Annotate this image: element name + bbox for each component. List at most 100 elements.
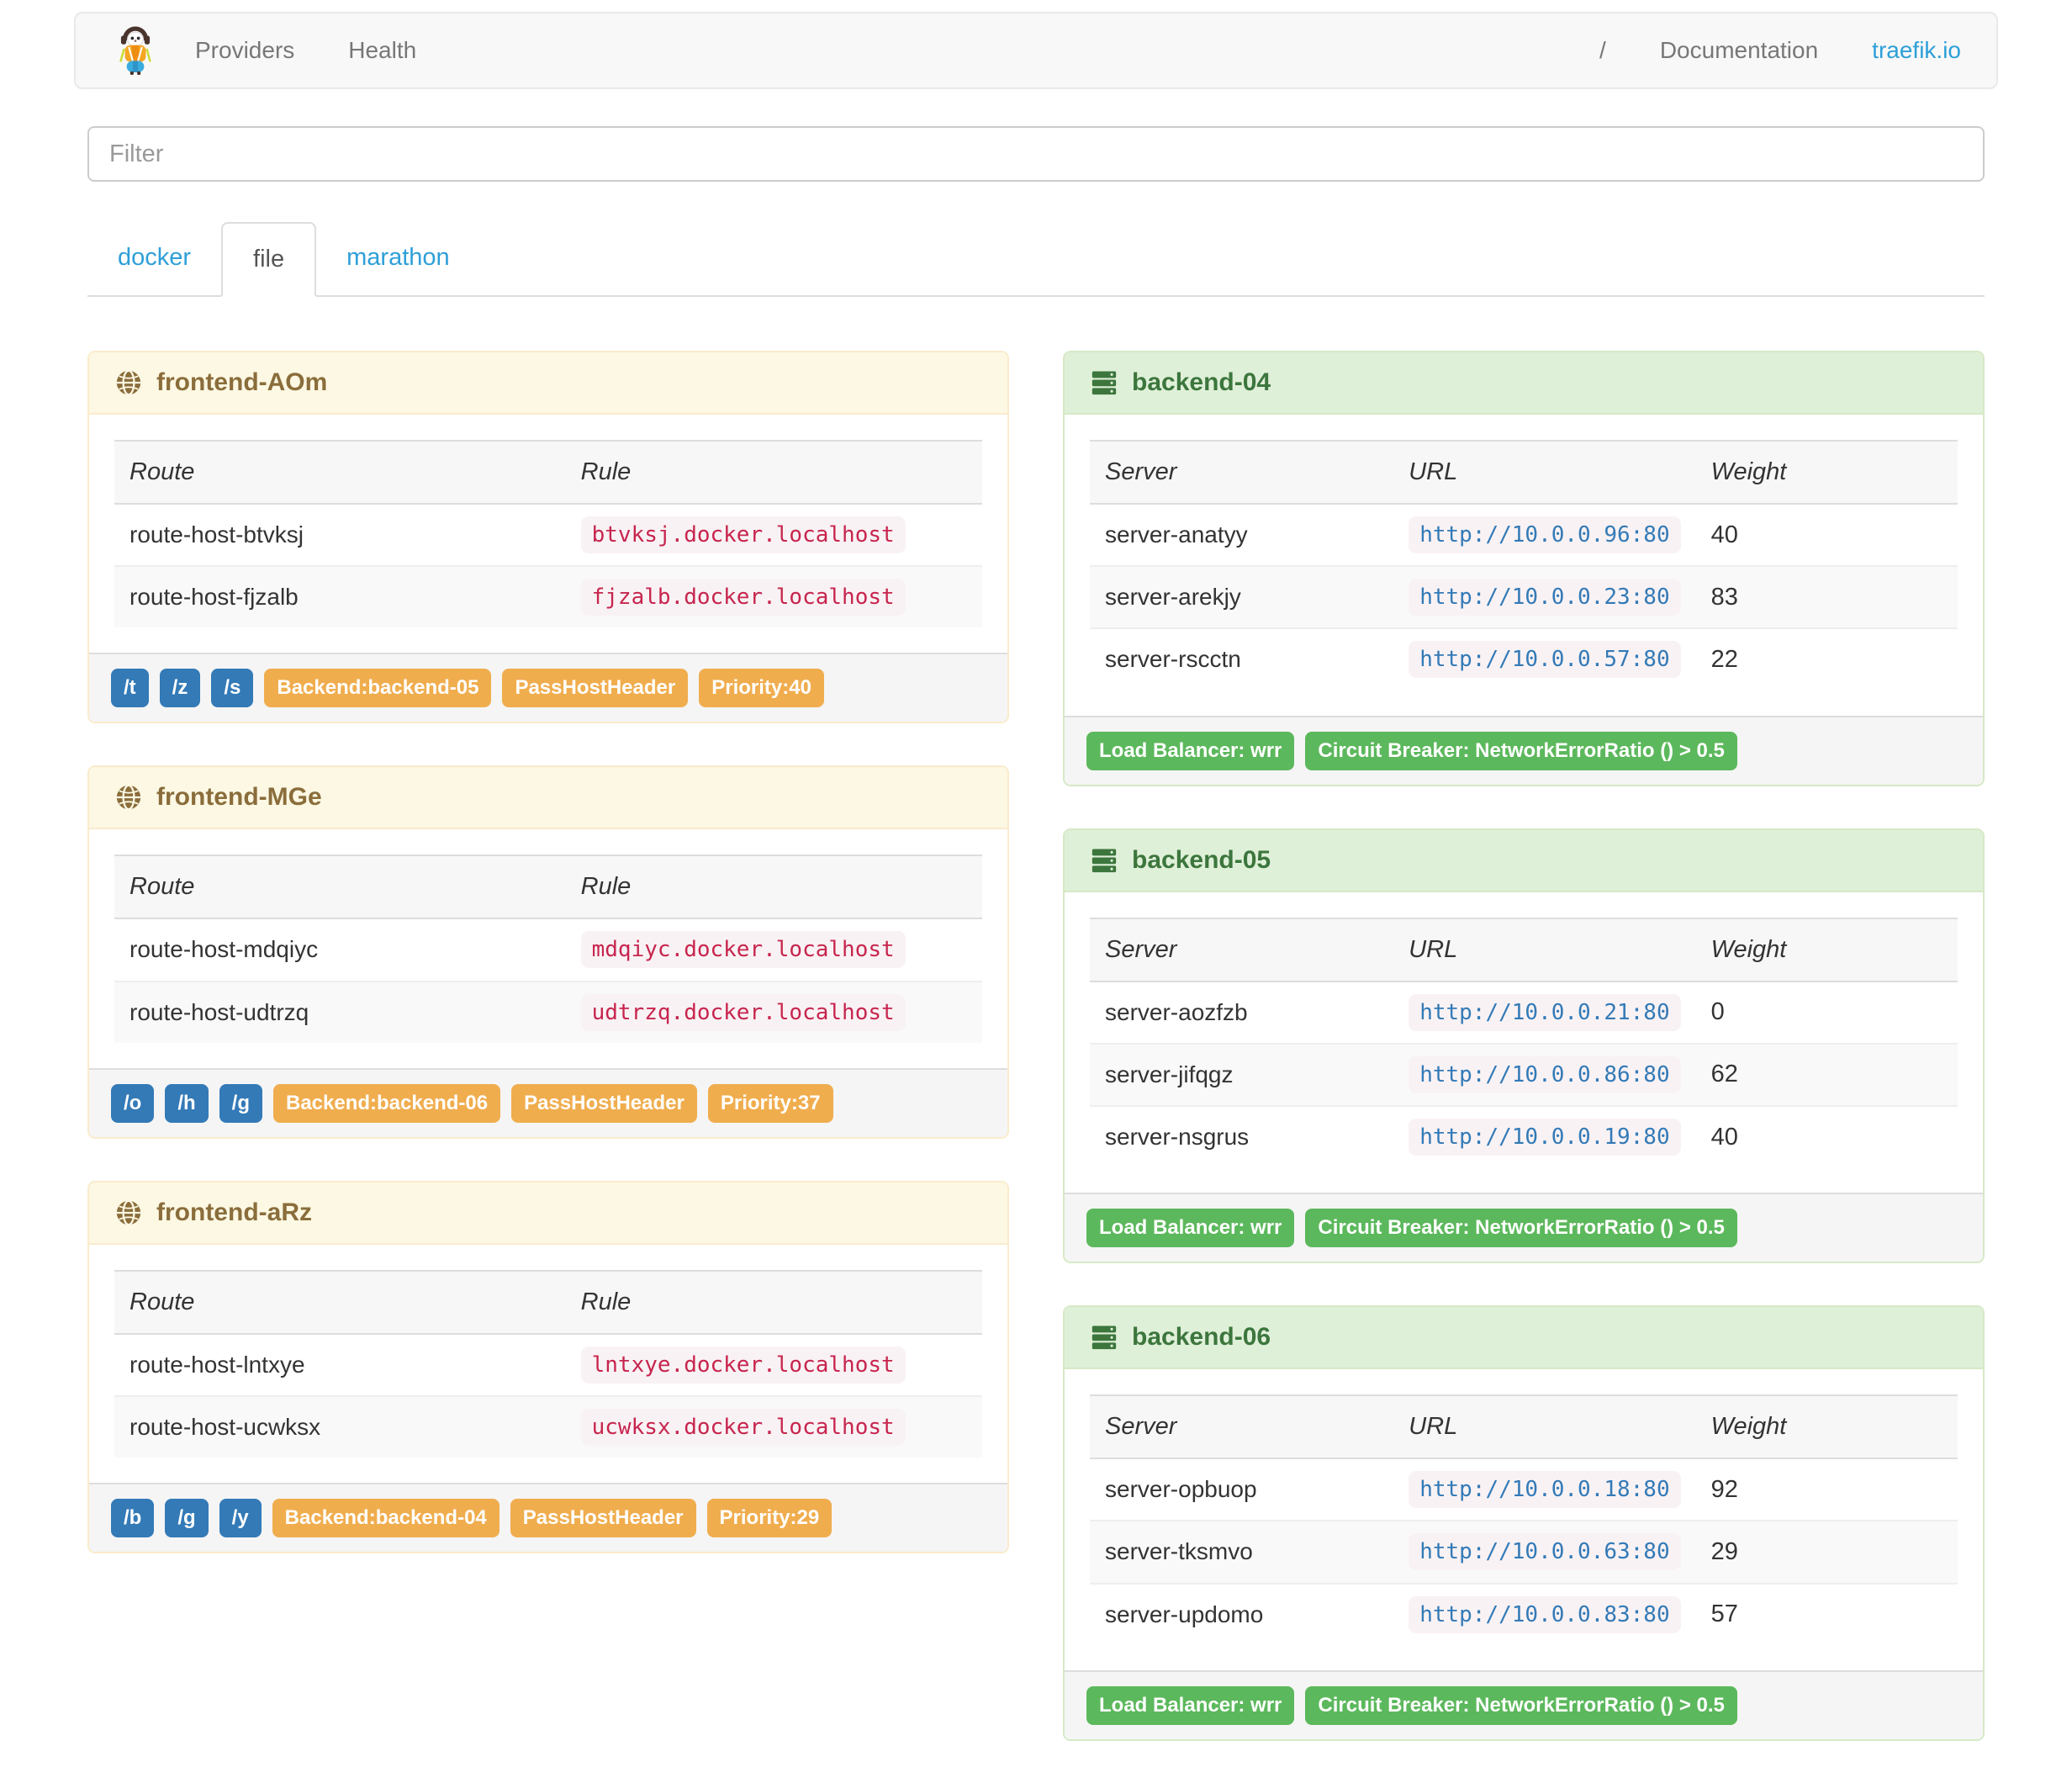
backend-card-footer: Load Balancer: wrr Circuit Breaker: Netwo…	[1065, 1193, 1983, 1262]
backend-card-footer: Load Balancer: wrr Circuit Breaker: Netwo…	[1065, 1669, 1983, 1739]
servers-table: Server URL Weight server-aozfzb http://10…	[1090, 917, 1958, 1168]
frontend-card-header: frontend-AOm	[89, 352, 1007, 415]
server-row: server-nsgrus http://10.0.0.19:80 40	[1090, 1104, 1958, 1168]
globe-icon	[114, 1198, 143, 1227]
frontend-card-header: frontend-aRz	[89, 1182, 1007, 1245]
column-header-server: Server	[1090, 1394, 1394, 1460]
server-name: server-opbuop	[1105, 1476, 1257, 1503]
entrypoint-tag: /h	[165, 1083, 209, 1123]
entrypoint-tag: /b	[111, 1499, 155, 1538]
server-weight: 40	[1710, 1123, 1738, 1151]
frontend-card-body: Route Rule route-host-lntxye lntxye.docke…	[89, 1245, 1007, 1483]
column-header-weight: Weight	[1695, 1394, 1958, 1460]
weight-cell: 40	[1696, 504, 1958, 566]
frontend-setting-tag: Priority:29	[706, 1499, 832, 1538]
tab-docker[interactable]: docker	[87, 222, 221, 297]
url-cell: http://10.0.0.83:80	[1393, 1582, 1696, 1645]
routes-table: Route Rule route-host-btvksj btvksj.docke…	[114, 440, 982, 628]
servers-table-header-row: Server URL Weight	[1090, 440, 1958, 505]
column-header-url: URL	[1393, 1394, 1696, 1460]
server-row: server-updomo http://10.0.0.83:80 57	[1090, 1582, 1958, 1645]
route-name: route-host-fjzalb	[114, 565, 566, 628]
route-row: route-host-mdqiyc mdqiyc.docker.localhost	[114, 918, 982, 981]
rule-code: fjzalb.docker.localhost	[580, 579, 906, 616]
servers-table: Server URL Weight server-opbuop http://10…	[1090, 1394, 1958, 1645]
backend-card-body: Server URL Weight server-aozfzb http://10…	[1065, 892, 1983, 1193]
url-cell: http://10.0.0.21:80	[1393, 981, 1695, 1044]
tab-docker-label[interactable]: docker	[118, 244, 192, 271]
backend-card-body: Server URL Weight server-anatyy http://10…	[1065, 415, 1983, 716]
tab-file-label[interactable]: file	[221, 222, 317, 297]
filter-input[interactable]	[87, 126, 1985, 182]
server-name: server-anatyy	[1105, 521, 1248, 548]
backend-setting-tag: Circuit Breaker: NetworkErrorRatio () > …	[1305, 731, 1737, 770]
nav-link-documentation[interactable]: Documentation	[1659, 37, 1819, 63]
routes-table: Route Rule route-host-lntxye lntxye.docke…	[114, 1269, 982, 1458]
route-name: route-host-lntxye	[130, 1351, 305, 1378]
rule-cell: fjzalb.docker.localhost	[565, 565, 982, 628]
backend-setting-tag: Load Balancer: wrr	[1086, 1685, 1295, 1725]
navbar-right-links: / Documentation traefik.io	[1572, 13, 1988, 87]
frontend-setting-tag: PassHostHeader	[511, 1083, 697, 1123]
entrypoint-tag: /y	[219, 1499, 262, 1538]
route-row: route-host-lntxye lntxye.docker.localhost	[114, 1334, 982, 1396]
tab-marathon-label[interactable]: marathon	[346, 244, 450, 271]
frontends-column: frontend-AOm Route Rule route-host-btvks…	[87, 351, 1009, 1595]
navbar-left-links: Providers Health	[168, 13, 443, 87]
main-content: frontend-AOm Route Rule route-host-btvks…	[87, 351, 1985, 1783]
frontend-setting-tag: PassHostHeader	[502, 669, 689, 708]
tab-file[interactable]: file	[221, 222, 317, 297]
backend-title: backend-06	[1132, 1323, 1271, 1352]
server-url-code: http://10.0.0.57:80	[1409, 641, 1681, 679]
routes-table-header-row: Route Rule	[114, 1269, 982, 1335]
frontend-setting-tag: Priority:40	[699, 669, 824, 708]
weight-cell: 62	[1695, 1042, 1958, 1106]
nav-link-traefik-io[interactable]: traefik.io	[1872, 37, 1961, 63]
nav-link-health[interactable]: Health	[348, 37, 417, 63]
rule-code: btvksj.docker.localhost	[580, 516, 906, 553]
server-name: server-nsgrus	[1090, 1104, 1394, 1168]
url-cell: http://10.0.0.18:80	[1393, 1458, 1695, 1521]
server-name: server-arekjy	[1090, 565, 1394, 629]
backend-card-body: Server URL Weight server-opbuop http://10…	[1065, 1369, 1983, 1670]
server-url-code: http://10.0.0.21:80	[1409, 993, 1681, 1031]
column-header-rule: Rule	[565, 854, 982, 920]
rule-code: ucwksx.docker.localhost	[580, 1408, 906, 1446]
frontend-setting-tag: PassHostHeader	[510, 1499, 696, 1538]
tab-marathon[interactable]: marathon	[316, 222, 480, 297]
route-row: route-host-btvksj btvksj.docker.localhost	[114, 504, 982, 566]
column-header-weight: Weight	[1695, 917, 1958, 982]
server-weight: 29	[1710, 1537, 1738, 1565]
column-header-route: Route	[114, 440, 566, 505]
frontend-card-body: Route Rule route-host-mdqiyc mdqiyc.docke…	[89, 829, 1007, 1067]
server-url-code: http://10.0.0.23:80	[1409, 579, 1681, 616]
route-row: route-host-ucwksx ucwksx.docker.localhost	[114, 1394, 982, 1458]
frontend-card-footer: /b/g/y Backend:backend-04 PassHostHeader Pr…	[89, 1483, 1007, 1553]
server-stack-icon	[1090, 1323, 1118, 1352]
frontend-title: frontend-MGe	[156, 783, 322, 812]
rule-code: lntxye.docker.localhost	[580, 1346, 906, 1384]
route-row: route-host-fjzalb fjzalb.docker.localhost	[114, 565, 982, 628]
weight-cell: 0	[1696, 981, 1958, 1044]
server-weight: 57	[1710, 1600, 1738, 1628]
route-name: route-host-mdqiyc	[130, 936, 319, 963]
route-name: route-host-udtrzq	[114, 980, 566, 1043]
backend-card-header: backend-04	[1065, 352, 1983, 415]
frontend-card-footer: /t/z/s Backend:backend-05 PassHostHeader Pr…	[89, 653, 1007, 722]
server-name: server-jifqgz	[1090, 1042, 1394, 1106]
backend-setting-tag: Circuit Breaker: NetworkErrorRatio () > …	[1305, 1209, 1737, 1248]
column-header-server: Server	[1090, 917, 1394, 982]
servers-table-header-row: Server URL Weight	[1090, 917, 1958, 982]
backend-card-header: backend-06	[1065, 1307, 1983, 1370]
rule-code: mdqiyc.docker.localhost	[580, 931, 906, 969]
frontend-card-body: Route Rule route-host-btvksj btvksj.docke…	[89, 415, 1007, 653]
nav-link-providers[interactable]: Providers	[195, 37, 295, 63]
traefik-logo[interactable]	[84, 26, 168, 75]
weight-cell: 22	[1695, 627, 1958, 690]
weight-cell: 92	[1696, 1458, 1958, 1521]
rule-cell: udtrzq.docker.localhost	[565, 980, 982, 1043]
url-cell: http://10.0.0.96:80	[1393, 504, 1695, 566]
route-name: route-host-btvksj	[130, 521, 304, 548]
server-row: server-tksmvo http://10.0.0.63:80 29	[1090, 1520, 1958, 1584]
server-weight: 62	[1710, 1061, 1738, 1088]
